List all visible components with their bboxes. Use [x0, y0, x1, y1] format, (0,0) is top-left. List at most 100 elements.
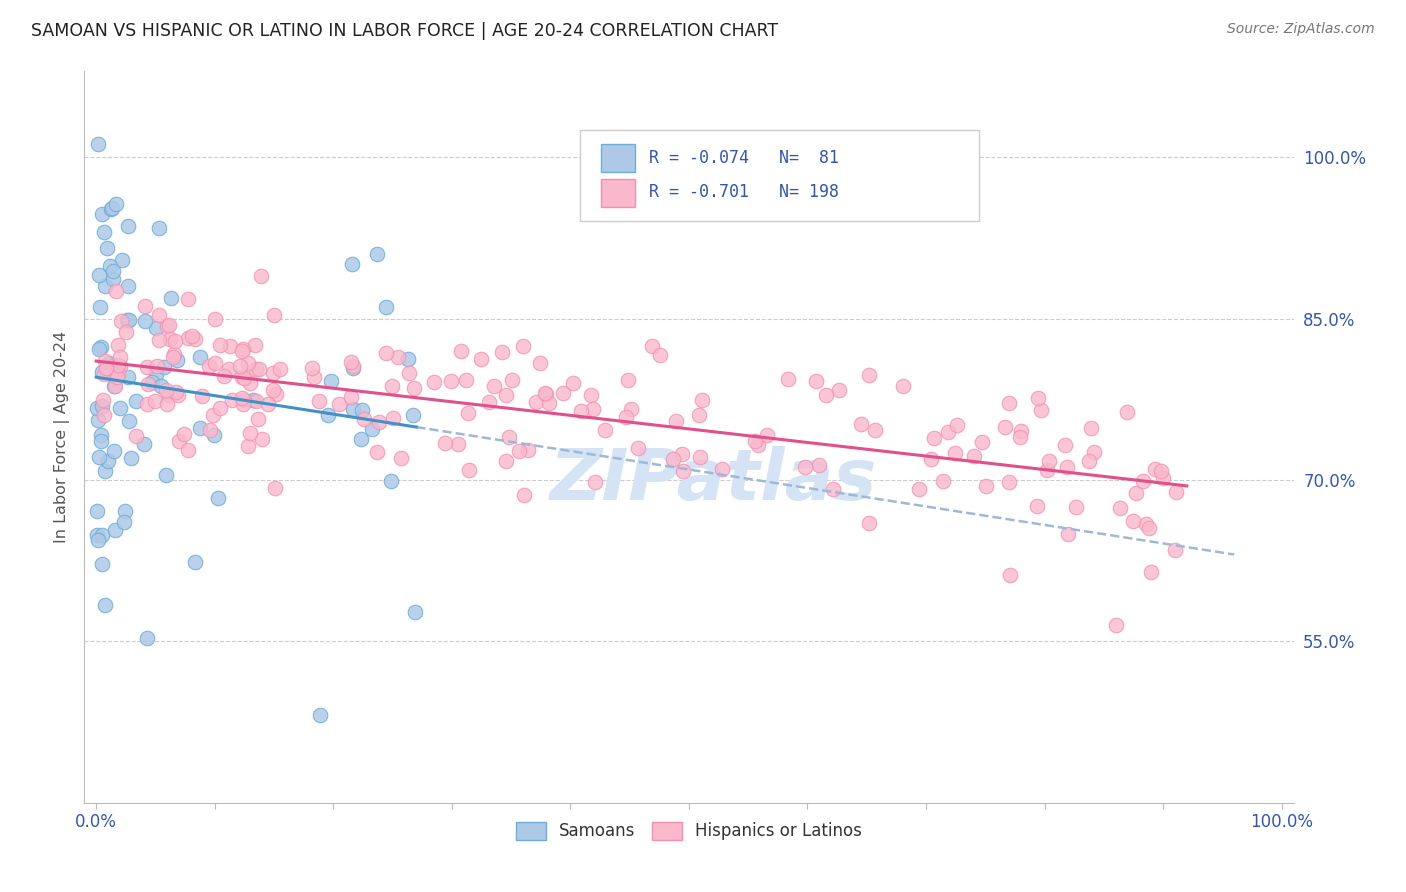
Point	[202, 428, 225, 442]
Point	[103, 443, 125, 458]
Point	[90, 206, 112, 220]
Point	[1105, 618, 1128, 632]
Text: ZIPatlas: ZIPatlas	[550, 447, 877, 516]
Point	[159, 332, 181, 346]
Point	[450, 344, 472, 359]
Text: R = -0.074   N=  81: R = -0.074 N= 81	[650, 149, 839, 167]
Point	[366, 247, 388, 261]
Point	[98, 260, 121, 274]
Point	[553, 385, 575, 400]
Point	[190, 389, 212, 403]
Point	[110, 359, 132, 373]
Point	[963, 449, 986, 463]
Point	[100, 202, 122, 216]
Point	[93, 408, 115, 422]
Point	[148, 308, 170, 322]
Point	[1054, 438, 1077, 452]
Point	[447, 436, 470, 450]
Point	[208, 401, 231, 415]
Point	[529, 356, 551, 370]
Point	[858, 368, 880, 382]
Point	[148, 221, 170, 235]
Point	[1010, 429, 1032, 443]
Point	[536, 387, 558, 401]
Point	[1064, 500, 1087, 514]
Point	[201, 409, 224, 423]
Point	[1132, 474, 1154, 488]
Point	[374, 300, 396, 314]
Point	[501, 372, 523, 386]
Point	[136, 359, 159, 374]
Point	[1029, 402, 1052, 417]
Point	[91, 527, 114, 541]
Point	[994, 419, 1017, 434]
Point	[262, 384, 284, 398]
Point	[232, 397, 254, 411]
Point	[302, 369, 325, 384]
Point	[671, 447, 693, 461]
Point	[1144, 461, 1167, 475]
Point	[243, 338, 266, 352]
Point	[264, 387, 287, 401]
Point	[976, 479, 998, 493]
Point	[891, 378, 914, 392]
Point	[1038, 453, 1060, 467]
Point	[1083, 445, 1105, 459]
Point	[945, 417, 967, 432]
Point	[398, 366, 420, 380]
Point	[433, 436, 456, 450]
Point	[1026, 392, 1049, 406]
Point	[495, 454, 517, 468]
Point	[239, 376, 262, 390]
Point	[156, 397, 179, 411]
Point	[1135, 517, 1157, 532]
Point	[86, 137, 108, 152]
Point	[166, 353, 188, 368]
Point	[583, 475, 606, 489]
Point	[125, 428, 148, 442]
Point	[513, 488, 536, 502]
Point	[858, 516, 880, 531]
Point	[538, 396, 561, 410]
Point	[93, 225, 115, 239]
Point	[101, 264, 124, 278]
Point	[1056, 459, 1078, 474]
Point	[145, 367, 167, 381]
Point	[931, 474, 953, 488]
Point	[806, 374, 828, 388]
Text: R = -0.701   N= 198: R = -0.701 N= 198	[650, 183, 839, 201]
Point	[1109, 500, 1132, 515]
Point	[508, 443, 530, 458]
Point	[943, 446, 966, 460]
Point	[177, 442, 200, 457]
Point	[198, 359, 221, 373]
Point	[1115, 405, 1137, 419]
Point	[562, 376, 585, 390]
FancyBboxPatch shape	[600, 179, 634, 207]
Point	[454, 373, 477, 387]
Point	[167, 388, 190, 402]
Point	[807, 458, 830, 472]
Point	[177, 331, 200, 345]
Point	[198, 423, 221, 437]
Point	[249, 268, 271, 283]
Point	[998, 396, 1021, 410]
Point	[396, 351, 419, 366]
Point	[148, 333, 170, 347]
Point	[91, 557, 114, 571]
Point	[87, 342, 110, 356]
Point	[104, 197, 127, 211]
Point	[402, 408, 425, 422]
Point	[614, 409, 637, 424]
Point	[404, 605, 426, 619]
Point	[367, 416, 389, 430]
Point	[342, 359, 364, 374]
Point	[94, 279, 117, 293]
Point	[155, 384, 177, 398]
Point	[595, 423, 617, 437]
Point	[107, 367, 129, 381]
Point	[482, 379, 505, 393]
Point	[627, 441, 650, 455]
Point	[1077, 453, 1099, 467]
Point	[361, 422, 384, 436]
